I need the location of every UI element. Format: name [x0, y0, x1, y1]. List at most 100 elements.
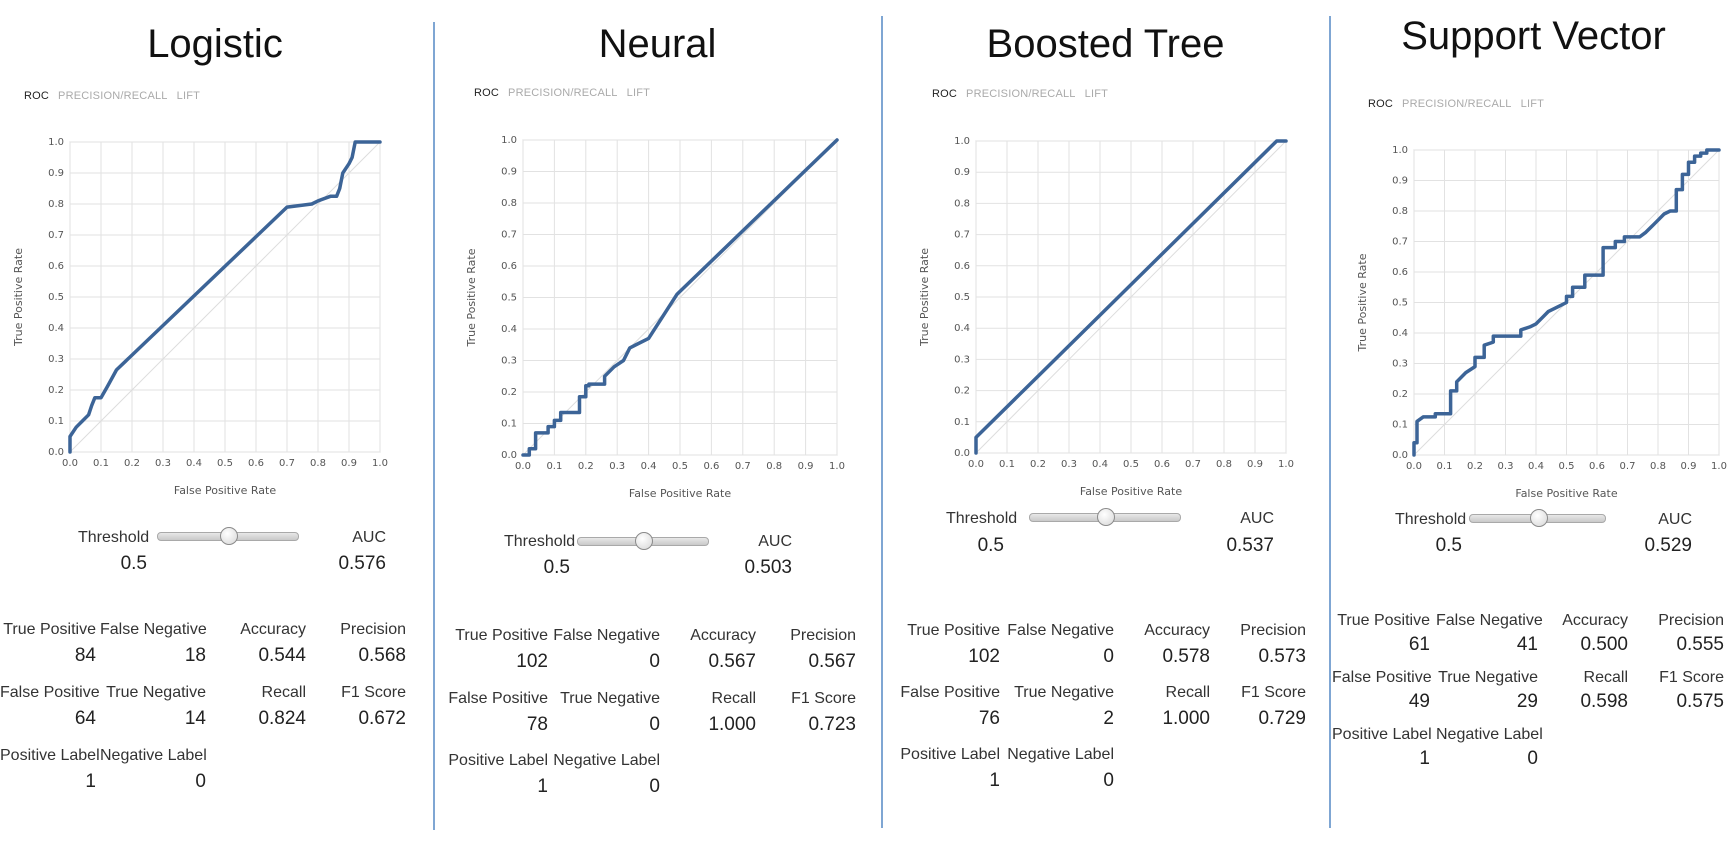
- negative-label-label: Negative Label: [553, 752, 660, 769]
- true-negative-value: 2: [1103, 708, 1114, 729]
- model-panel-support-vector: Support Vector ROC PRECISION/RECALL LIFT 0…: [1332, 0, 1735, 860]
- false-positive-label: False Positive: [0, 684, 100, 701]
- precision-value: 0.555: [1676, 634, 1724, 655]
- threshold-slider[interactable]: [157, 527, 299, 545]
- tab-lift[interactable]: LIFT: [626, 87, 651, 99]
- y-tick-label: 0.7: [954, 230, 970, 241]
- y-axis-title: True Positive Rate: [1356, 253, 1369, 352]
- x-tick-label: 0.1: [999, 459, 1015, 470]
- precision-label: Precision: [790, 627, 856, 644]
- x-tick-label: 0.8: [1216, 459, 1232, 470]
- roc-curve-line: [68, 140, 382, 454]
- negative-label-label: Negative Label: [1436, 726, 1543, 743]
- y-tick-label: 0.4: [48, 323, 64, 334]
- false-negative-value: 41: [1516, 634, 1538, 655]
- accuracy-label: Accuracy: [240, 621, 306, 638]
- panel-divider: [433, 22, 435, 830]
- recall-value: 0.824: [258, 708, 306, 729]
- x-tick-label: 0.6: [703, 461, 719, 472]
- recall-value: 1.000: [708, 714, 756, 735]
- tab-precision-recall[interactable]: PRECISION/RECALL: [966, 88, 1076, 100]
- x-tick-label: 0.2: [1467, 461, 1483, 472]
- tab-lift[interactable]: LIFT: [1084, 88, 1109, 100]
- tab-precision-recall[interactable]: PRECISION/RECALL: [508, 87, 618, 99]
- auc-label: AUC: [352, 529, 386, 546]
- x-tick-label: 0.9: [1681, 461, 1697, 472]
- threshold-slider-knob[interactable]: [635, 532, 653, 550]
- x-tick-label: 0.5: [672, 461, 688, 472]
- auc-label: AUC: [1240, 510, 1274, 527]
- true-positive-label: True Positive: [907, 622, 1000, 639]
- x-tick-label: 0.4: [1092, 459, 1108, 470]
- true-negative-value: 29: [1516, 691, 1538, 712]
- roc-curve-line: [974, 139, 1288, 455]
- y-tick-label: 0.6: [954, 261, 970, 272]
- auc-value: 0.529: [1644, 535, 1692, 556]
- x-tick-label: 0.2: [578, 461, 594, 472]
- y-tick-label: 0.8: [501, 198, 517, 209]
- y-tick-label: 0.8: [48, 199, 64, 210]
- threshold-slider[interactable]: [1469, 509, 1606, 527]
- true-negative-value: 0: [649, 714, 660, 735]
- x-tick-label: 0.6: [248, 458, 264, 469]
- x-tick-label: 0.7: [1185, 459, 1201, 470]
- threshold-slider[interactable]: [577, 532, 709, 550]
- precision-value: 0.568: [358, 645, 406, 666]
- positive-label-value: 1: [1419, 748, 1430, 769]
- false-positive-label: False Positive: [1332, 669, 1432, 686]
- false-positive-label: False Positive: [448, 690, 548, 707]
- y-tick-label: 0.0: [1392, 450, 1408, 461]
- false-negative-label: False Negative: [1007, 622, 1114, 639]
- y-tick-label: 0.4: [954, 323, 970, 334]
- roc-curve-line: [521, 138, 839, 457]
- auc-label: AUC: [1658, 511, 1692, 528]
- x-tick-label: 0.3: [1061, 459, 1077, 470]
- x-tick-label: 0.5: [217, 458, 233, 469]
- tab-lift[interactable]: LIFT: [1520, 98, 1545, 110]
- true-negative-value: 14: [184, 708, 206, 729]
- negative-label-label: Negative Label: [100, 747, 207, 764]
- x-tick-label: 0.8: [310, 458, 326, 469]
- recall-label: Recall: [1165, 684, 1210, 701]
- x-tick-label: 0.8: [766, 461, 782, 472]
- tab-roc[interactable]: ROC: [1368, 98, 1394, 110]
- auc-value: 0.537: [1226, 535, 1274, 556]
- x-axis-title: False Positive Rate: [629, 487, 731, 500]
- y-tick-label: 0.2: [1392, 389, 1408, 400]
- tab-roc[interactable]: ROC: [24, 90, 50, 102]
- recall-value: 1.000: [1162, 708, 1210, 729]
- roc-curve-line: [1412, 148, 1721, 457]
- tab-roc[interactable]: ROC: [474, 87, 500, 99]
- true-negative-label: True Negative: [1438, 669, 1538, 686]
- false-positive-value: 76: [978, 708, 1000, 729]
- x-tick-label: 0.2: [124, 458, 140, 469]
- recall-label: Recall: [711, 690, 756, 707]
- x-tick-label: 0.1: [93, 458, 109, 469]
- x-tick-label: 0.0: [515, 461, 531, 472]
- y-tick-label: 0.5: [1392, 298, 1408, 309]
- recall-label: Recall: [1583, 669, 1628, 686]
- f1-score-value: 0.729: [1258, 708, 1306, 729]
- threshold-slider-knob[interactable]: [1097, 508, 1115, 526]
- tab-lift[interactable]: LIFT: [176, 90, 201, 102]
- y-tick-label: 0.3: [1392, 359, 1408, 370]
- y-tick-label: 0.4: [1392, 328, 1408, 339]
- threshold-slider-knob[interactable]: [1530, 509, 1548, 527]
- positive-label-label: Positive Label: [1332, 726, 1432, 743]
- tab-precision-recall[interactable]: PRECISION/RECALL: [58, 90, 168, 102]
- chart-tabs: ROC PRECISION/RECALL LIFT: [932, 88, 1117, 100]
- threshold-slider[interactable]: [1029, 508, 1181, 526]
- tab-precision-recall[interactable]: PRECISION/RECALL: [1402, 98, 1512, 110]
- threshold-slider-knob[interactable]: [220, 527, 238, 545]
- x-tick-label: 0.4: [641, 461, 657, 472]
- y-tick-label: 0.8: [1392, 206, 1408, 217]
- tab-roc[interactable]: ROC: [932, 88, 958, 100]
- f1-score-label: F1 Score: [1659, 669, 1724, 686]
- threshold-label: Threshold: [1395, 511, 1467, 528]
- x-tick-label: 0.3: [609, 461, 625, 472]
- y-tick-label: 0.6: [48, 261, 64, 272]
- panel-title: Support Vector: [1401, 14, 1666, 58]
- false-positive-label: False Positive: [900, 684, 1000, 701]
- positive-label-value: 1: [537, 776, 548, 797]
- x-tick-label: 0.2: [1030, 459, 1046, 470]
